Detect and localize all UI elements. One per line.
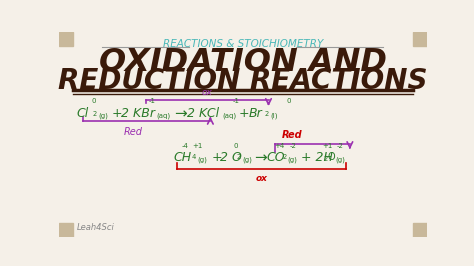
Text: (g): (g) bbox=[197, 156, 207, 163]
Text: (g): (g) bbox=[335, 156, 345, 163]
Text: REACTIONS & STOICHIOMETRY: REACTIONS & STOICHIOMETRY bbox=[163, 39, 323, 49]
Text: 0: 0 bbox=[91, 98, 96, 104]
Text: (l): (l) bbox=[270, 113, 278, 119]
Text: Red: Red bbox=[282, 131, 302, 140]
Text: $_2$O: $_2$O bbox=[323, 151, 337, 164]
Text: (g): (g) bbox=[98, 113, 108, 119]
Text: →: → bbox=[255, 150, 267, 165]
Text: $_4$: $_4$ bbox=[191, 152, 197, 163]
Text: -1: -1 bbox=[232, 98, 239, 104]
Text: + 2H: + 2H bbox=[301, 151, 333, 164]
FancyBboxPatch shape bbox=[413, 223, 427, 237]
Text: ox: ox bbox=[255, 174, 267, 182]
Text: 0: 0 bbox=[286, 98, 291, 104]
Text: 2 KCl: 2 KCl bbox=[187, 107, 219, 120]
Text: (aq): (aq) bbox=[222, 113, 236, 119]
Text: Leah4Sci: Leah4Sci bbox=[76, 223, 114, 232]
Text: (g): (g) bbox=[242, 156, 252, 163]
Text: CH: CH bbox=[174, 151, 192, 164]
Text: $_2$: $_2$ bbox=[92, 109, 98, 119]
FancyBboxPatch shape bbox=[59, 223, 73, 237]
Text: +1: +1 bbox=[322, 143, 333, 149]
Text: +: + bbox=[239, 107, 250, 120]
Text: $_2$: $_2$ bbox=[264, 109, 270, 119]
Text: OXIDATION AND: OXIDATION AND bbox=[99, 47, 387, 78]
Text: $_2$: $_2$ bbox=[282, 152, 287, 163]
Text: REDUCTION REACTIONS: REDUCTION REACTIONS bbox=[58, 67, 428, 95]
Text: Cl: Cl bbox=[76, 107, 89, 120]
Text: (aq): (aq) bbox=[156, 113, 170, 119]
Text: +1: +1 bbox=[192, 143, 202, 149]
Text: $_2$: $_2$ bbox=[236, 152, 242, 163]
Text: 2 KBr: 2 KBr bbox=[121, 107, 155, 120]
Text: ox: ox bbox=[202, 88, 213, 97]
Text: -4: -4 bbox=[182, 143, 188, 149]
FancyBboxPatch shape bbox=[59, 32, 73, 46]
Text: -2: -2 bbox=[337, 143, 343, 149]
Text: →: → bbox=[174, 106, 187, 121]
Text: -1: -1 bbox=[149, 98, 156, 104]
Text: +4: +4 bbox=[274, 143, 284, 149]
Text: +: + bbox=[112, 107, 123, 120]
Text: (g): (g) bbox=[288, 156, 298, 163]
Text: -2: -2 bbox=[290, 143, 297, 149]
Text: CO: CO bbox=[267, 151, 285, 164]
Text: 2 O: 2 O bbox=[219, 151, 242, 164]
FancyBboxPatch shape bbox=[413, 32, 427, 46]
Text: Br: Br bbox=[248, 107, 262, 120]
Text: 0: 0 bbox=[234, 143, 238, 149]
Text: Red: Red bbox=[123, 127, 142, 137]
Text: +: + bbox=[211, 151, 222, 164]
